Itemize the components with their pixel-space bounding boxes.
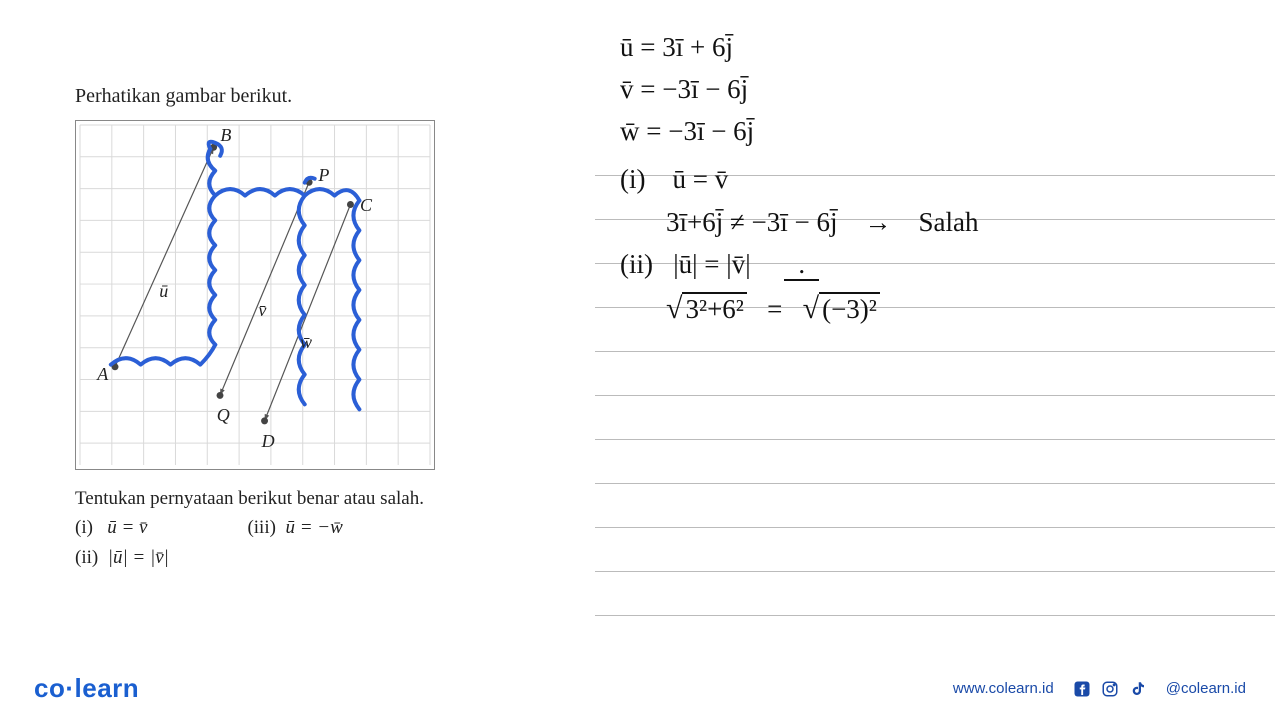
hw-line-ii-eval: √3²+6² = √(−3)² <box>620 287 1240 331</box>
vector-label: v̄ <box>258 300 266 321</box>
footer-url: www.colearn.id <box>953 680 1054 697</box>
point-label: A <box>97 364 108 385</box>
point-label: Q <box>217 405 230 426</box>
hw-eq-u: ū = 3ī + 6j̄ <box>620 28 1240 67</box>
vector-label: w̄ <box>300 332 312 353</box>
hw-line-ii: (ii) |ū| = |v̄| . <box>620 245 1240 284</box>
footer: co·learn www.colearn.id @colearn.id <box>0 673 1280 704</box>
hw-eq-v: v̄ = −3ī − 6j̄ <box>620 70 1240 109</box>
instagram-icon <box>1100 679 1120 699</box>
footer-handle: @colearn.id <box>1166 680 1246 697</box>
question-block: Tentukan pernyataan berikut benar atau s… <box>75 484 495 572</box>
hw-line-i-eval: 3ī+6j̄ ≠ −3ī − 6j̄ → Salah <box>620 203 1240 242</box>
handwritten-solution: ū = 3ī + 6j̄ v̄ = −3ī − 6j̄ w̄ = −3ī… <box>620 28 1240 333</box>
statement-i: (i) ū = v̄ <box>75 513 147 542</box>
hw-line-i: (i) ū = v̄ <box>620 160 1240 199</box>
statement-iii: (iii) ū = −w̄ <box>247 513 342 542</box>
statement-ii: (ii) |ū| = |v̄| <box>75 543 495 572</box>
diagram-svg <box>76 121 434 469</box>
question-prompt: Tentukan pernyataan berikut benar atau s… <box>75 484 495 513</box>
vector-diagram: ū v̄ w̄ A B P Q C D <box>75 120 435 470</box>
point-label: D <box>262 431 275 452</box>
brand-logo: co·learn <box>34 673 139 704</box>
point-label: C <box>360 195 372 216</box>
hw-eq-w: w̄ = −3ī − 6j̄ <box>620 112 1240 151</box>
facebook-icon <box>1072 679 1092 699</box>
vector-label: ū <box>159 281 168 302</box>
problem-panel: Perhatikan gambar berikut. ūv̄w̄ABPQCD … <box>75 85 495 572</box>
footer-right: www.colearn.id @colearn.id <box>953 679 1246 699</box>
instruction-text: Perhatikan gambar berikut. <box>75 85 495 108</box>
point-label: P <box>318 165 329 186</box>
point-label: B <box>220 125 231 146</box>
social-icons <box>1072 679 1148 699</box>
tiktok-icon <box>1128 679 1148 699</box>
